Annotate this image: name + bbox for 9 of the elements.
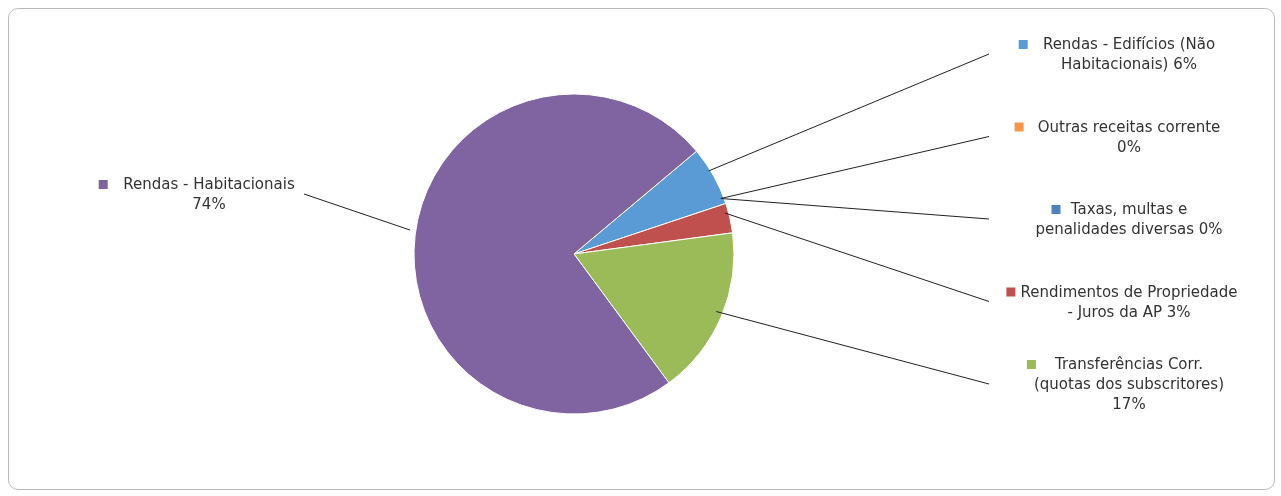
- legend-label: Outras receitas corrente: [1037, 117, 1221, 136]
- legend-label: Transferências Corr. (quotas dos subscritores): [1033, 355, 1225, 393]
- data-label: 17%: [1112, 395, 1146, 413]
- data-label: 74%: [192, 195, 226, 213]
- legend-label: Rendimentos de Propriedade - Juros da AP 3%: [1020, 282, 1238, 321]
- legend-label: Rendas - Edifícios (Não Habitacionais) 6%: [1042, 35, 1216, 73]
- legend-label: Taxas, multas e penalidades diversas 0%: [1035, 200, 1223, 238]
- legend-label: Rendas - Habitacionais: [123, 175, 295, 193]
- text: 0%: [1117, 137, 1141, 156]
